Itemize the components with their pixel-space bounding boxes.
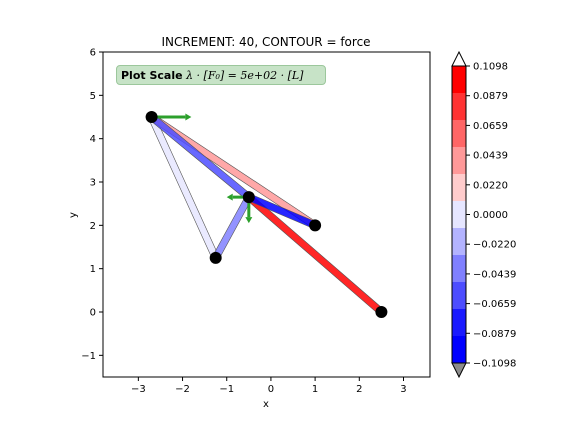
node-0 bbox=[145, 111, 158, 123]
x-tick-label: 2 bbox=[356, 384, 362, 395]
y-tick-label: −1 bbox=[81, 351, 96, 362]
colorbar-tick-label: 0.1098 bbox=[473, 62, 508, 73]
colorbar-tick-label: 0.0220 bbox=[473, 180, 508, 191]
colorbar-tick-label: −0.0659 bbox=[473, 299, 516, 310]
y-tick-label: 0 bbox=[90, 308, 96, 319]
colorbar-under-extension bbox=[451, 362, 467, 379]
colorbar-band-0 bbox=[452, 66, 466, 94]
colorbar-tick-label: −0.0439 bbox=[473, 269, 516, 280]
colorbar-bands bbox=[452, 66, 466, 364]
colorbar-band-8 bbox=[452, 282, 466, 310]
colorbar-band-6 bbox=[452, 228, 466, 256]
colorbar-tick-label: 0.0879 bbox=[473, 91, 508, 102]
y-tick-label: 4 bbox=[90, 134, 96, 145]
node-1 bbox=[242, 191, 255, 204]
colorbar-band-1 bbox=[452, 93, 466, 121]
chart-title: INCREMENT: 40, CONTOUR = force bbox=[161, 35, 370, 49]
x-tick-label: 1 bbox=[312, 384, 318, 395]
colorbar-tick-label: −0.0220 bbox=[473, 240, 516, 251]
node-4 bbox=[375, 306, 388, 318]
plot-scale-text: λ · [F₀] = 5e+02 · [L] bbox=[186, 69, 304, 82]
x-axis-ticks: −3 −2 −1 0 1 2 3 bbox=[131, 377, 407, 395]
x-tick-label: 3 bbox=[400, 384, 406, 395]
x-tick-label: −1 bbox=[219, 384, 234, 395]
y-tick-label: 6 bbox=[90, 48, 96, 59]
y-tick-label: 2 bbox=[90, 221, 96, 232]
colorbar-tick-label: 0.0439 bbox=[473, 151, 508, 162]
colorbar-band-3 bbox=[452, 147, 466, 175]
x-axis-label: x bbox=[263, 399, 269, 410]
colorbar-tick-label: 0.0659 bbox=[473, 121, 508, 132]
y-tick-label: 5 bbox=[90, 91, 96, 102]
colorbar: 0.1098 0.0879 0.0659 0.0439 0.0220 0.0000 −0.0… bbox=[451, 50, 516, 379]
x-tick-label: 0 bbox=[268, 384, 274, 395]
colorbar-ticks: 0.1098 0.0879 0.0659 0.0439 0.0220 0.0000 −0.0… bbox=[466, 62, 516, 370]
colorbar-tick-label: 0.0000 bbox=[473, 210, 508, 221]
colorbar-band-9 bbox=[452, 309, 466, 337]
colorbar-band-7 bbox=[452, 255, 466, 283]
x-tick-label: −2 bbox=[175, 384, 190, 395]
colorbar-tick-label: −0.0879 bbox=[473, 329, 516, 340]
y-tick-label: 3 bbox=[90, 178, 96, 189]
x-tick-label: −3 bbox=[131, 384, 146, 395]
colorbar-band-4 bbox=[452, 174, 466, 202]
node-3 bbox=[209, 251, 222, 264]
colorbar-band-2 bbox=[452, 120, 466, 148]
y-tick-label: 1 bbox=[90, 264, 96, 275]
plot-area: −3 −2 −1 0 1 2 3 −1 0 1 2 3 4 5 6 bbox=[81, 48, 431, 395]
plot-scale-annotation: Plot Scale λ · [F₀] = 5e+02 · [L] bbox=[116, 65, 326, 85]
y-axis-label: y bbox=[68, 212, 79, 218]
colorbar-band-5 bbox=[452, 201, 466, 229]
plot-scale-label: Plot Scale bbox=[121, 69, 183, 82]
node-2 bbox=[309, 219, 322, 232]
y-axis-ticks: −1 0 1 2 3 4 5 6 bbox=[81, 48, 103, 362]
colorbar-tick-label: −0.1098 bbox=[473, 359, 516, 370]
truss-nodes bbox=[145, 111, 388, 318]
colorbar-over-extension bbox=[451, 50, 467, 67]
colorbar-band-10 bbox=[452, 336, 466, 364]
